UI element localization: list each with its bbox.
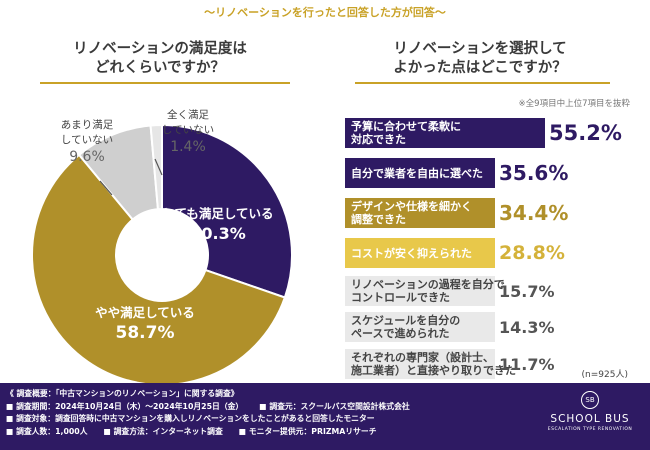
bar-label: デザインや仕様を細かく 調整できた — [351, 196, 472, 230]
pie-label-very-value: 30.3% — [190, 224, 246, 243]
bar-label-line1: リノベーションの過程を自分で — [351, 278, 505, 291]
pie-label-not-much-value: 9.6% — [69, 149, 105, 165]
bar-label-line1: 予算に合わせて柔軟に — [351, 120, 461, 133]
logo-name: SCHOOL BUS — [550, 413, 630, 425]
logo-mark: SB — [581, 391, 599, 409]
bar-row: リノベーションの過程を自分で コントロールできた 15.7% — [345, 274, 635, 308]
sample-size-note: (n=925人) — [581, 370, 628, 380]
pie-slice-very — [161, 123, 293, 299]
right-question-line1: リノベーションを選択して — [393, 41, 567, 57]
bar-row: コストが安く抑えられた 28.8% — [345, 236, 635, 270]
bar-label-line1: 自分で業者を自由に選べた — [351, 166, 483, 180]
bar-label-line2: 調整できた — [351, 213, 406, 226]
bar-label: それぞれの専門家（設計士、 施工業者）と直接やり取りできた — [351, 347, 516, 381]
bar — [345, 238, 495, 268]
bar-label-line2: コントロールできた — [351, 291, 450, 304]
pie-label-somewhat: やや満足している 58.7% — [80, 302, 210, 343]
left-question-title: リノベーションの満足度は どれくらいですか？ — [30, 40, 290, 78]
survey-count: ■ 調査人数：1,000人 — [6, 426, 88, 436]
bar-label-line2: 対応できた — [351, 133, 406, 146]
survey-method: ■ 調査方法：インターネット調査 — [103, 426, 223, 436]
logo-sub: ESCALATION TYPE RENOVATION — [547, 427, 633, 432]
survey-row-3: ■ 調査人数：1,000人 ■ 調査方法：インターネット調査 ■ モニター提供元：P… — [6, 426, 526, 439]
bar-footnote: ※全9項目中上位7項目を抜粋 — [518, 99, 630, 109]
pie-label-not-much: あまり満足 していない 9.6% — [42, 117, 132, 165]
survey-heading: 《 調査概要：「中古マンションのリノベーション」に関する調査》 — [6, 389, 239, 398]
left-title-underline — [40, 82, 290, 84]
bar-label-line1: スケジュールを自分の — [351, 314, 461, 327]
header-note: ～リノベーションを行ったと回答した方が回答～ — [204, 6, 446, 19]
bar-label-line1: それぞれの専門家（設計士、 — [351, 351, 494, 364]
bar — [345, 118, 545, 148]
pie-label-very: とても満足している 30.3% — [158, 203, 278, 243]
pie-label-not-much-text2: していない — [60, 134, 114, 146]
pie-label-not-at-all: 全く満足 していない 1.4% — [148, 107, 228, 155]
footer: 《 調査概要：「中古マンションのリノベーション」に関する調査》 ■ 調査期間：2… — [0, 383, 650, 450]
survey-row-1: ■ 調査期間：2024年10月24日（木）～2024年10月25日（金） ■ 調査… — [6, 401, 526, 414]
survey-conductor: ■ 調査元：スクールバス空間設計株式会社 — [259, 401, 410, 411]
left-question-line1: リノベーションの満足度は — [73, 41, 247, 57]
bar-value: 11.7% — [499, 354, 555, 374]
bar-label: 予算に合わせて柔軟に 対応できた — [351, 116, 461, 150]
pie-label-very-text: とても満足している — [162, 206, 274, 221]
bar-label-line2: ペースで進められた — [351, 327, 450, 340]
pie-chart: とても満足している 30.3% やや満足している 58.7% あまり満足 してい… — [0, 95, 330, 395]
survey-period: ■ 調査期間：2024年10月24日（木）～2024年10月25日（金） — [6, 401, 244, 411]
survey-target: ■ 調査対象：調査回答時に中古マンションを購入しリノベーションをしたことがあると… — [6, 414, 375, 423]
bar — [345, 198, 495, 228]
survey-overview: 《 調査概要：「中古マンションのリノベーション」に関する調査》 ■ 調査期間：2… — [6, 388, 526, 438]
survey-provider: ■ モニター提供元：PRIZMAリサーチ — [238, 426, 377, 436]
right-question-line2: よかった点はどこですか？ — [393, 60, 567, 76]
bar-value: 35.6% — [499, 161, 569, 185]
pie-slice-somewhat — [31, 153, 287, 386]
bar-value: 14.3% — [499, 317, 555, 337]
left-question-line2: どれくらいですか？ — [94, 60, 226, 76]
bar-label: スケジュールを自分の ペースで進められた — [351, 310, 460, 344]
leader-line-not-much — [99, 180, 113, 196]
pie-label-not-much-text1: あまり満足 — [60, 119, 114, 131]
bar-label: リノベーションの過程を自分で コントロールできた — [351, 274, 505, 308]
school-bus-logo: SB SCHOOL BUS ESCALATION TYPE RENOVATION — [540, 389, 640, 444]
bar-value: 55.2% — [549, 121, 622, 145]
bar-value: 15.7% — [499, 281, 555, 301]
bar — [345, 276, 495, 306]
pie-slice-not-at-all — [149, 123, 163, 211]
bar — [345, 349, 495, 379]
pie-label-not-at-all-text2: していない — [161, 124, 215, 136]
bar-label-line2: 施工業者）と直接やり取りできた — [351, 364, 516, 377]
bar-row: スケジュールを自分の ペースで進められた 14.3% — [345, 310, 635, 344]
bar-label: コストが安く抑えられた — [351, 236, 472, 270]
bar-row: それぞれの専門家（設計士、 施工業者）と直接やり取りできた 11.7% — [345, 347, 635, 381]
bar-value: 34.4% — [499, 201, 569, 225]
pie-svg — [31, 123, 293, 386]
pie-label-not-at-all-value: 1.4% — [170, 139, 206, 155]
pie-label-not-at-all-text1: 全く満足 — [167, 109, 209, 121]
right-question-title: リノベーションを選択して よかった点はどこですか？ — [345, 40, 615, 78]
bar-row: デザインや仕様を細かく 調整できた 34.4% — [345, 196, 635, 230]
right-title-underline — [355, 82, 610, 84]
bar-value: 28.8% — [499, 242, 565, 264]
bar-row: 自分で業者を自由に選べた 35.6% — [345, 156, 635, 190]
bar-label: 自分で業者を自由に選べた — [351, 156, 483, 190]
bar — [345, 312, 495, 342]
bar-row: 予算に合わせて柔軟に 対応できた 55.2% — [345, 116, 635, 150]
bar-label-line1: デザインや仕様を細かく — [351, 200, 472, 213]
bar — [345, 158, 495, 188]
leader-line-not-at-all — [154, 158, 163, 176]
bar-label-line1: コストが安く抑えられた — [351, 246, 472, 260]
pie-label-somewhat-text: やや満足している — [95, 305, 195, 320]
pie-label-somewhat-value: 58.7% — [115, 323, 175, 343]
